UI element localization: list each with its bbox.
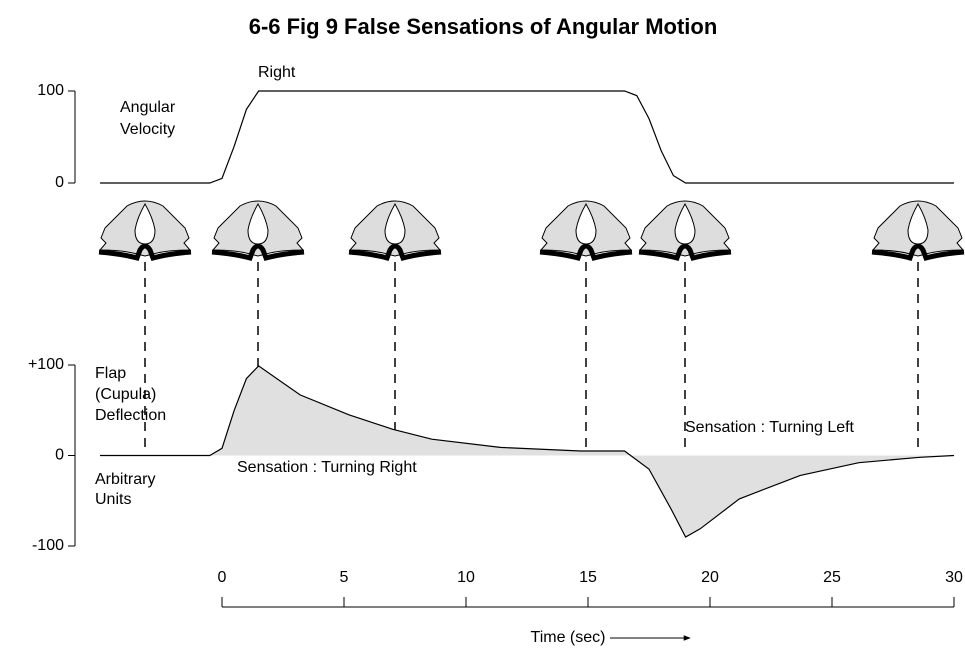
cupula-icon <box>540 201 632 258</box>
cupula-icon <box>639 201 731 258</box>
cupula-icon <box>99 201 191 258</box>
line <box>100 90 954 184</box>
y-axis-label: (Cupula) <box>95 386 156 403</box>
x-tick-label: 30 <box>945 569 963 586</box>
cupula-icons <box>99 201 964 448</box>
x-tick-label: 25 <box>823 569 841 586</box>
x-tick-label: 5 <box>340 569 349 586</box>
y-axis-label: Velocity <box>120 121 175 138</box>
x-tick-label: 0 <box>218 569 227 586</box>
y-axis-unit: Arbitrary <box>95 471 155 488</box>
line <box>100 365 955 538</box>
annotation: Sensation : Turning Left <box>685 419 855 436</box>
y-axis-unit: Units <box>95 491 131 508</box>
x-tick-label: 10 <box>457 569 475 586</box>
y-tick-label: 0 <box>55 447 64 464</box>
y-axis-label: Flap <box>95 365 126 382</box>
chart-title: 6-6 Fig 9 False Sensations of Angular Mo… <box>249 14 718 39</box>
y-tick-label: 0 <box>55 174 64 191</box>
annotation: Sensation : Turning Right <box>237 459 417 476</box>
cupula-icon <box>872 201 964 258</box>
cupula-icon <box>349 201 441 258</box>
cupula-icon <box>212 201 304 258</box>
annotation: Right <box>258 64 296 81</box>
x-axis-label: Time (sec) <box>531 629 606 646</box>
y-tick-label: 100 <box>37 82 64 99</box>
y-tick-label: +100 <box>28 356 64 373</box>
y-tick-label: -100 <box>32 537 64 554</box>
x-tick-label: 20 <box>701 569 719 586</box>
area <box>100 365 954 537</box>
y-axis-label: Angular <box>120 99 176 116</box>
y-axis-label: Deflection <box>95 407 166 424</box>
x-tick-label: 15 <box>579 569 597 586</box>
